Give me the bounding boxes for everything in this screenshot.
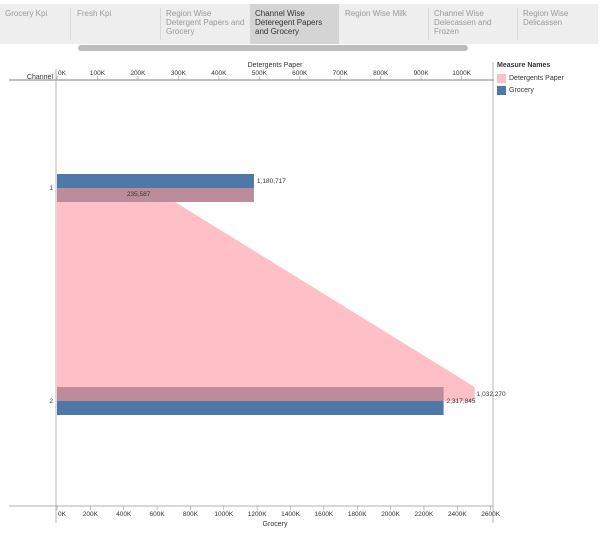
data-label-detergents-1: 235,587 (127, 191, 151, 198)
data-labels: 235,587 1,032,270 1,180,717 2,317,845 (127, 178, 506, 405)
tab-label: Region Wise Delicassen (523, 9, 569, 27)
legend-label: Detergents Paper (509, 74, 564, 82)
row-label-channel: 2 (49, 398, 53, 405)
row-labels: 12 (49, 185, 53, 405)
tab-fresh-kpi[interactable]: Fresh Kpi (72, 4, 160, 44)
bottom-axis: 0K 200K 400K 600K 800K 1000K 1200K 1400K 1600K 18… (56, 506, 501, 518)
tab-divider (428, 8, 429, 40)
grocery-bar-channel-2 (57, 401, 444, 415)
legend-swatch (497, 85, 506, 95)
top-tick-label: 1000K (452, 70, 471, 77)
bottom-tick-label: 200K (83, 511, 99, 518)
top-tick-label: 400K (211, 70, 227, 77)
bottom-tick-label: 1200K (248, 511, 267, 518)
tab-label: Fresh Kpi (77, 9, 112, 18)
tab-label: Region Wise Milk (345, 9, 407, 18)
tab-label: Channel Wise Delecassen and Frozen (434, 9, 492, 36)
data-label-detergents-2: 1,032,270 (477, 391, 506, 398)
bottom-tick-label: 1600K (314, 511, 333, 518)
bottom-tick-label: 1800K (348, 511, 367, 518)
tab-channel-wise-deteregent-papers-and-grocery[interactable]: Channel Wise Deteregent Papers and Groce… (250, 4, 339, 44)
dashboard-tab-bar: Grocery Kpi Fresh Kpi Region Wise Deterg… (0, 4, 598, 44)
top-tick-label: 600K (292, 70, 308, 77)
overlap-band-channel-1 (57, 188, 254, 202)
bottom-tick-label: 1400K (281, 511, 300, 518)
tab-divider (517, 8, 518, 40)
bottom-tick-label: 600K (149, 511, 165, 518)
bottom-tick-label: 400K (116, 511, 132, 518)
top-axis: 0K 100K 200K 300K 400K 500K 600K 700K 800K 900K 10… (56, 70, 472, 80)
top-tick-label: 200K (130, 70, 146, 77)
grocery-bar-channel-1 (57, 174, 254, 188)
top-tick-label: 800K (373, 70, 389, 77)
legend-label: Grocery (509, 86, 534, 94)
top-tick-label: 500K (252, 70, 268, 77)
row-label-channel: 1 (49, 185, 53, 192)
tab-divider (70, 8, 71, 40)
legend-item-grocery[interactable]: Grocery (497, 84, 597, 96)
tab-region-wise-delicassen[interactable]: Region Wise Delicassen (518, 4, 598, 44)
legend-title: Measure Names (497, 62, 551, 69)
top-tick-label: 700K (333, 70, 349, 77)
tab-region-wise-detergent-papers-and-grocery[interactable]: Region Wise Detergent Papers and Grocery (161, 4, 249, 44)
tab-region-wise-milk[interactable]: Region Wise Milk (340, 4, 428, 44)
bottom-axis-title: Grocery (263, 521, 288, 528)
bottom-tick-label: 2200K (415, 511, 434, 518)
data-label-grocery-1: 1,180,717 (257, 178, 286, 185)
bottom-tick-label: 800K (183, 511, 199, 518)
tab-label: Grocery Kpi (5, 9, 48, 18)
row-axis-label: Channel (27, 74, 54, 81)
top-axis-title: Detergents Paper (248, 62, 304, 69)
detergents-area (57, 188, 475, 401)
overlap-band-channel-2 (57, 387, 444, 401)
bottom-tick-label: 2400K (448, 511, 467, 518)
top-tick-label: 300K (171, 70, 187, 77)
bottom-tick-label: 0K (58, 511, 67, 518)
tab-channel-wise-delecassen-and-frozen[interactable]: Channel Wise Delecassen and Frozen (429, 4, 517, 44)
legend: Measure Names Detergents Paper Grocery (497, 62, 597, 96)
top-tick-label: 0K (58, 70, 67, 77)
bottom-tick-label: 2600K (481, 511, 500, 518)
legend-item-detergents-paper[interactable]: Detergents Paper (497, 72, 597, 84)
top-tick-label: 100K (90, 70, 106, 77)
tab-scrollbar-thumb[interactable] (78, 45, 468, 51)
chart-marks (57, 174, 475, 415)
tab-divider (160, 8, 161, 40)
data-label-grocery-2: 2,317,845 (447, 398, 476, 405)
top-tick-label: 900K (414, 70, 430, 77)
legend-swatch (497, 73, 506, 83)
bottom-tick-label: 1000K (214, 511, 233, 518)
tab-grocery-kpi[interactable]: Grocery Kpi (0, 4, 68, 44)
tab-label: Region Wise Detergent Papers and Grocery (166, 9, 245, 36)
tab-label: Channel Wise Deteregent Papers and Groce… (255, 9, 323, 36)
bottom-tick-label: 2000K (381, 511, 400, 518)
